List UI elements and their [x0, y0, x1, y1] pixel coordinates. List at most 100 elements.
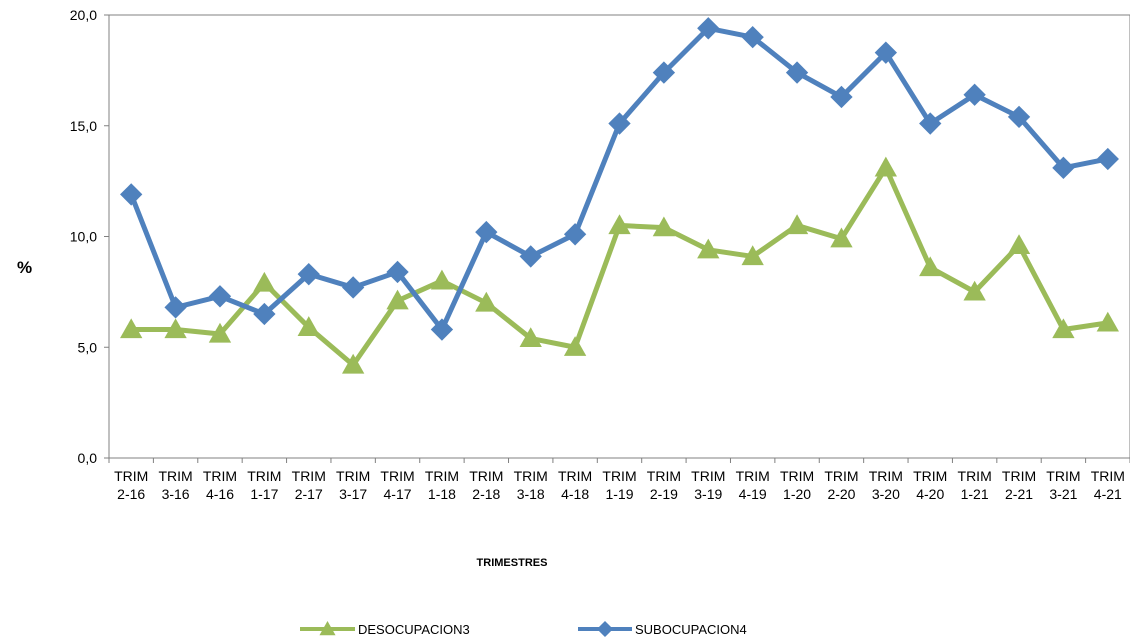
x-tick-label-line2: 4-17 [384, 486, 412, 502]
x-tick-label-line2: 4-20 [916, 486, 944, 502]
x-tick-label-line1: TRIM [247, 468, 281, 484]
x-axis-ticks: TRIM 2-16 TRIM 3-16 TRIM 4-16 TRIM 1-17 TRIM 2-17… [108, 458, 1130, 502]
x-tick-label-line1: TRIM [1046, 468, 1080, 484]
y-tick-label: 20,0 [70, 7, 97, 23]
x-tick-label-line2: 1-18 [428, 486, 456, 502]
x-tick-label-line1: TRIM [336, 468, 370, 484]
x-tick-label-line1: TRIM [380, 468, 414, 484]
x-tick-label-line2: 2-21 [1005, 486, 1033, 502]
data-point-marker [208, 285, 232, 308]
data-point-marker [120, 183, 143, 206]
x-tick-label-line2: 2-17 [295, 486, 323, 502]
data-point-marker [208, 322, 232, 343]
data-point-marker [297, 262, 320, 286]
x-tick-label-line2: 3-17 [339, 486, 367, 502]
data-point-marker [652, 216, 676, 237]
x-tick-label-line2: 3-20 [872, 486, 900, 502]
x-tick-label-line2: 3-18 [517, 486, 545, 502]
legend-label: DESOCUPACION3 [358, 622, 470, 637]
x-tick-label-line1: TRIM [114, 468, 148, 484]
data-point-marker [519, 245, 542, 268]
x-tick-label-line1: TRIM [292, 468, 326, 484]
data-point-marker [120, 318, 143, 339]
y-tick-label: 5,0 [78, 339, 98, 355]
x-tick-label-line1: TRIM [1002, 468, 1036, 484]
x-tick-label-line2: 2-18 [472, 486, 500, 502]
x-tick-label-line1: TRIM [913, 468, 947, 484]
data-point-marker [563, 223, 587, 246]
x-tick-label-line2: 1-21 [961, 486, 989, 502]
data-point-marker [386, 289, 409, 310]
data-point-marker [874, 41, 898, 64]
data-point-marker [608, 214, 631, 235]
data-point-marker [741, 25, 764, 49]
data-point-marker [785, 61, 809, 84]
data-point-marker [475, 291, 498, 312]
x-tick-label-line2: 1-17 [250, 486, 278, 502]
x-tick-label-line2: 2-16 [117, 486, 145, 502]
x-tick-label-line2: 2-20 [827, 486, 855, 502]
legend: DESOCUPACION3 SUBOCUPACION4 [300, 620, 747, 638]
legend-label: SUBOCUPACION4 [635, 622, 747, 637]
x-tick-label-line2: 1-19 [605, 486, 633, 502]
x-tick-label-line1: TRIM [869, 468, 903, 484]
y-axis-ticks: 0,0 5,0 10,0 15,0 20,0 [70, 7, 109, 466]
x-tick-label-line1: TRIM [425, 468, 459, 484]
data-point-marker [697, 17, 720, 40]
y-axis-label: % [17, 258, 32, 277]
x-axis-label: TRIMESTRES [477, 557, 548, 569]
data-point-marker [697, 238, 720, 259]
data-point-marker [874, 156, 898, 177]
data-point-marker [164, 318, 187, 339]
data-point-marker [785, 214, 809, 235]
data-point-marker [963, 280, 986, 301]
legend-item: DESOCUPACION3 [300, 620, 470, 637]
series-desocupacion3 [120, 156, 1119, 374]
plot-area-border [108, 14, 1130, 459]
x-tick-label-line2: 4-21 [1094, 486, 1122, 502]
x-tick-label-line1: TRIM [203, 468, 237, 484]
data-point-marker [253, 271, 276, 292]
series-layer [120, 17, 1119, 374]
legend-swatch-marker [319, 620, 336, 636]
x-tick-label-line1: TRIM [736, 468, 770, 484]
x-tick-label-line2: 3-19 [694, 486, 722, 502]
data-point-marker [963, 83, 986, 106]
data-point-marker [919, 112, 942, 135]
series-subocupacion4 [120, 17, 1119, 341]
y-tick-label: 15,0 [70, 118, 97, 134]
x-tick-label-line1: TRIM [691, 468, 725, 484]
x-tick-label-line2: 3-21 [1049, 486, 1077, 502]
data-point-marker [563, 336, 587, 356]
legend-item: SUBOCUPACION4 [578, 620, 747, 638]
data-point-marker [1096, 147, 1119, 171]
data-point-marker [608, 112, 631, 135]
data-point-marker [1096, 311, 1119, 332]
data-point-marker [430, 269, 454, 290]
data-point-marker [341, 353, 365, 374]
x-tick-label-line1: TRIM [514, 468, 548, 484]
data-point-marker [830, 85, 853, 109]
data-point-marker [919, 256, 942, 277]
x-tick-label-line1: TRIM [602, 468, 636, 484]
series-line [131, 165, 1109, 368]
data-point-marker [341, 276, 365, 299]
data-point-marker [652, 61, 676, 84]
x-tick-label-line2: 3-16 [162, 486, 190, 502]
data-point-marker [1007, 105, 1031, 129]
data-point-marker [1052, 156, 1075, 179]
legend-swatch-marker [596, 620, 614, 638]
data-point-marker [830, 227, 853, 248]
x-tick-label-line1: TRIM [824, 468, 858, 484]
x-tick-label-line2: 4-18 [561, 486, 589, 502]
data-point-marker [1052, 318, 1075, 339]
x-tick-label-line2: 1-20 [783, 486, 811, 502]
x-tick-label-line1: TRIM [1091, 468, 1125, 484]
x-tick-label-line1: TRIM [780, 468, 814, 484]
x-tick-label-line1: TRIM [958, 468, 992, 484]
data-point-marker [741, 245, 764, 266]
x-tick-label-line2: 4-16 [206, 486, 234, 502]
x-tick-label-line2: 2-19 [650, 486, 678, 502]
data-point-marker [475, 220, 498, 244]
